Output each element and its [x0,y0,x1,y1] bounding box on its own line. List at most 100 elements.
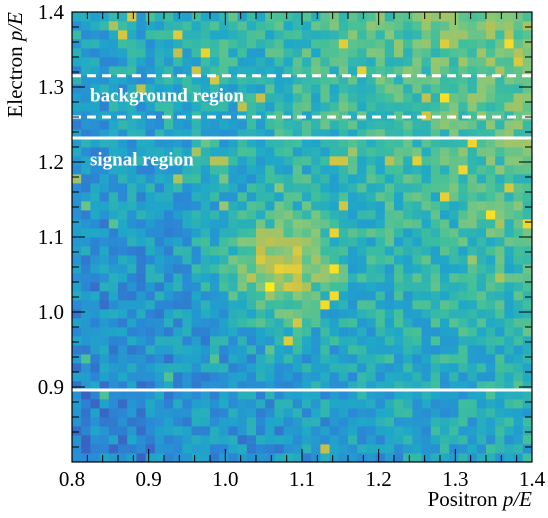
region-lines [72,74,532,392]
heatmap-cell [375,327,386,337]
heatmap-cell [127,390,137,400]
heatmap-cell [256,156,266,166]
heatmap-cell [476,255,487,265]
heatmap-cell [467,318,478,328]
heatmap-cell [513,435,524,445]
heatmap-cell [302,246,312,256]
heatmap-cell [72,291,82,301]
heatmap-cell [228,291,238,301]
heatmap-cell [338,246,349,256]
heatmap-cell [329,444,340,454]
heatmap-cell [127,453,137,463]
heatmap-cell [357,21,367,31]
heatmap-cell [458,444,468,454]
heatmap-cell [320,156,330,166]
heatmap-cell [412,354,422,364]
heatmap-cell [476,21,487,31]
heatmap-cell [136,30,146,40]
heatmap-cell [164,147,174,157]
heatmap-cell [449,381,459,391]
heatmap-cell [421,93,432,103]
heatmap-cell [164,264,174,274]
heatmap-cell [522,210,533,220]
heatmap-cell [495,147,505,157]
heatmap-cell [127,426,137,436]
heatmap-cell [476,435,487,445]
heatmap-cell [256,255,266,265]
heatmap-cell [504,219,514,229]
heatmap-cell [467,201,478,211]
heatmap-cell [164,174,174,184]
heatmap-cell [357,246,367,256]
heatmap-cell [348,57,358,67]
heatmap-cell [338,30,349,40]
heatmap-cell [486,444,496,454]
heatmap-cell [108,201,119,211]
heatmap-cell [522,84,533,94]
heatmap-cell [256,300,266,310]
heatmap-cell [210,309,220,319]
heatmap-cell [449,183,459,193]
heatmap-cell [467,165,478,175]
heatmap-cell [302,237,312,247]
heatmap-cell [403,174,413,184]
heatmap-cell [449,291,459,301]
heatmap-cell [394,237,404,247]
heatmap-cell [292,102,303,112]
heatmap-cell [136,183,146,193]
heatmap-cell [375,336,386,346]
heatmap-cell [164,21,174,31]
heatmap-cell [440,147,450,157]
heatmap-cell [467,102,478,112]
heatmap-cell [265,201,275,211]
heatmap-cell [99,201,110,211]
heatmap-cell [292,282,303,292]
heatmap-cell [440,399,450,409]
heatmap-cell [154,273,165,283]
heatmap-cell [191,282,202,292]
heatmap-cell [375,318,386,328]
heatmap-cell [311,408,321,418]
heatmap-cell [274,75,284,85]
heatmap-cell [136,138,146,148]
heatmap-cell [283,129,294,139]
heatmap-cell [265,444,275,454]
heatmap-cell [357,390,367,400]
heatmap-cell [81,129,91,139]
heatmap-cell [486,129,496,139]
heatmap-cell [283,138,294,148]
heatmap-cell [458,210,468,220]
heatmap-cell [246,147,257,157]
heatmap-cell [412,390,422,400]
heatmap-cell [513,327,524,337]
heatmap-cell [274,237,284,247]
heatmap-cell [449,246,459,256]
heatmap-cell [256,48,266,58]
heatmap-cell [173,57,183,67]
heatmap-cell [72,372,82,382]
heatmap-cell [440,66,450,76]
heatmap-cell [127,372,137,382]
heatmap-cell [246,120,257,130]
heatmap-cell [357,282,367,292]
heatmap-cell [210,408,220,418]
heatmap-cell [421,48,432,58]
heatmap-cell [145,138,156,148]
heatmap-cell [430,147,441,157]
heatmap-cell [357,183,367,193]
heatmap-cell [504,210,514,220]
heatmap-cell [366,318,376,328]
heatmap-cell [210,291,220,301]
heatmap-cell [72,354,82,364]
heatmap-cell [256,129,266,139]
heatmap-cell [449,192,459,202]
heatmap-cell [154,372,165,382]
heatmap-cell [246,381,257,391]
heatmap-cell [449,12,459,22]
heatmap-cell [394,30,404,40]
heatmap-cell [375,300,386,310]
heatmap-cell [200,273,211,283]
heatmap-cell [394,210,404,220]
heatmap-cell [127,57,137,67]
heatmap-cell [145,255,156,265]
